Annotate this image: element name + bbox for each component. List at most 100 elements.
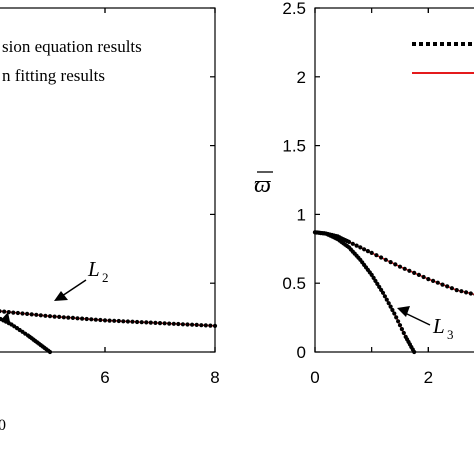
right-y-tick-label: 2.5 <box>282 0 306 18</box>
right-series-upper-point <box>397 264 403 269</box>
left-series-L2-point <box>176 321 181 327</box>
left-series-L2-point <box>0 309 2 314</box>
right-legend <box>412 42 474 74</box>
right-series-upper-point <box>445 284 450 289</box>
left-series-L2-point <box>157 321 163 326</box>
left-series-group <box>0 309 218 355</box>
right-panel: 0 0.5 1 1.5 2 2.5 0 2 ϖ L 3 <box>254 0 474 387</box>
left-series-L2-point <box>29 312 34 317</box>
right-y-tick-label: 1.5 <box>282 137 306 156</box>
left-series-L2-point <box>98 317 103 323</box>
right-series-upper-point <box>402 266 407 271</box>
left-series-L2-point <box>47 314 53 319</box>
right-annotation-l3-arrow <box>404 312 431 326</box>
left-series-L2-point <box>15 310 20 316</box>
right-y-tick-label: 0.5 <box>282 274 306 293</box>
right-series-L3-point <box>384 297 389 302</box>
left-series-L2-point <box>80 316 85 321</box>
right-series-L3-point <box>394 315 399 320</box>
left-plot-frame <box>0 7 216 353</box>
right-series-upper-point <box>449 286 454 291</box>
right-series-L3-point <box>390 307 395 313</box>
right-series-L3-point <box>375 281 380 286</box>
left-series-L2-point <box>20 311 25 316</box>
right-series-upper-point <box>350 241 355 246</box>
left-annotation-l2-arrow <box>61 279 87 297</box>
left-x-tick-label: 6 <box>100 368 109 387</box>
left-series-L2-point <box>70 315 75 320</box>
left-x-tick-label: 8 <box>210 368 219 387</box>
right-series-L3-point <box>392 311 397 316</box>
right-series-L3-point <box>380 290 386 295</box>
right-series-upper-point <box>416 272 421 277</box>
right-plot-frame <box>314 7 474 353</box>
right-series-upper-point <box>435 280 440 285</box>
left-series-L2-point <box>162 321 167 326</box>
right-series-upper-point <box>431 278 436 283</box>
right-annotation-l3: L 3 <box>397 306 454 342</box>
left-legend-entry-1: sion equation results <box>2 37 142 56</box>
right-ticks-group: 0 0.5 1 1.5 2 2.5 0 2 <box>282 0 433 387</box>
left-series-L2-point <box>112 318 117 323</box>
left-series-L2-point <box>130 319 135 324</box>
left-series-L2-point <box>107 318 112 323</box>
right-x-tick-label: 0 <box>310 368 319 387</box>
right-series-upper-point <box>459 289 464 294</box>
left-annotation-l2-label: L <box>87 257 100 281</box>
left-series-L2-point <box>93 317 98 322</box>
left-series-L2-point <box>57 314 62 319</box>
left-series-L3-point <box>47 349 53 355</box>
left-series-L2-point <box>171 321 176 326</box>
right-series-L3-point <box>377 284 382 289</box>
right-series-upper-point <box>407 268 412 273</box>
left-series-L2-point <box>43 313 48 318</box>
right-series-L3-point <box>396 319 401 324</box>
right-series-upper-point <box>464 290 469 295</box>
left-series-L2-point <box>199 323 204 328</box>
right-series-upper-point <box>421 274 426 280</box>
right-series-L3-point <box>382 294 387 299</box>
left-series-L2-point <box>208 323 213 328</box>
left-series-L2-point <box>61 315 66 320</box>
right-series-upper-point <box>365 249 370 254</box>
left-annotation-l2: L 2 <box>54 257 109 301</box>
right-annotation-l3-arrowhead <box>397 306 410 317</box>
left-series-L2-point <box>144 320 149 325</box>
right-series-upper-point <box>393 262 398 267</box>
left-series-L2-point <box>89 317 94 322</box>
left-series-L2-point <box>121 319 126 324</box>
right-series-L3-point <box>386 301 391 306</box>
right-series-upper-point <box>383 257 388 262</box>
right-series-upper-point <box>362 247 367 252</box>
right-series-upper-point <box>412 270 417 275</box>
right-series-L3-point <box>373 278 378 283</box>
right-y-tick-label: 1 <box>297 205 306 224</box>
right-series-L3-point <box>412 349 417 355</box>
right-series-upper-point <box>468 291 473 296</box>
left-series-L2-point <box>75 316 80 321</box>
right-series-upper-point <box>426 277 431 282</box>
right-series-L3-point <box>399 327 404 332</box>
left-xlabel-fragment: 0 <box>0 417 6 434</box>
right-y-tick-label: 0 <box>297 343 306 362</box>
left-series-L2-point <box>2 309 7 314</box>
left-series-L2-point <box>185 322 190 327</box>
right-x-tick-label: 2 <box>424 368 433 387</box>
left-annotation-edge-arrowhead <box>0 312 10 322</box>
left-annotation-l2-arrowhead <box>54 291 68 301</box>
left-series-L2-point <box>167 321 172 326</box>
right-series-upper-point <box>358 245 363 250</box>
right-annotation-l3-subscript: 3 <box>447 327 454 342</box>
right-series-upper-point <box>374 253 379 258</box>
left-series-L2-point <box>34 312 39 317</box>
left-series-L2-point <box>194 322 199 327</box>
left-series-L2-point <box>180 322 185 327</box>
right-series-upper-point <box>354 243 359 248</box>
left-series-L2-point <box>190 322 195 327</box>
left-series-L2-point <box>66 315 71 320</box>
left-annotation-l2-subscript: 2 <box>102 270 109 285</box>
left-series-L2-point <box>25 311 30 316</box>
left-series-L2-point <box>38 313 43 318</box>
